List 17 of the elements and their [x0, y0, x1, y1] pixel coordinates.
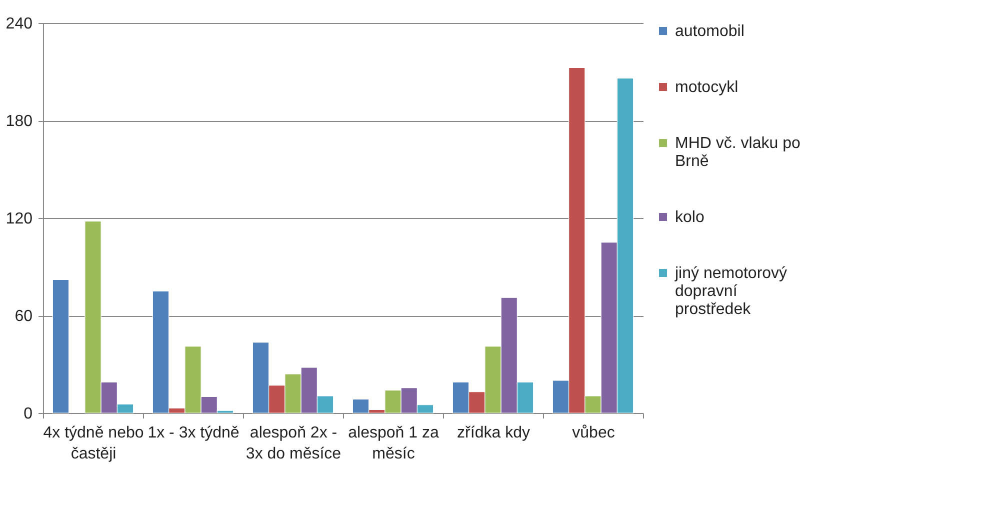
- legend-label: automobil: [675, 23, 744, 40]
- y-tick-label: 0: [24, 406, 33, 422]
- y-tick-label: 180: [6, 113, 33, 130]
- x-tick-label: zřídka kdy: [457, 424, 530, 442]
- bar: [52, 279, 70, 414]
- y-tick-label: 60: [14, 308, 33, 325]
- legend-label: jiný nemotorový dopravní prostředek: [674, 265, 788, 318]
- y-tick-label: 120: [6, 210, 33, 228]
- legend-label: kolo: [675, 209, 704, 226]
- x-tick-label: alespoň 1 za měsíc: [348, 424, 439, 462]
- legend-label: motocykl: [675, 79, 738, 96]
- legend-label: MHD vč. vlaku po Brně: [675, 135, 800, 170]
- x-tick-label: 4x týdně nebo častěji: [43, 424, 144, 462]
- x-tick-label: 1x - 3x týdně: [148, 424, 240, 442]
- x-tick-label: vůbec: [572, 424, 615, 442]
- y-tick-label: 240: [6, 16, 33, 32]
- x-tick-label: alespoň 2x - 3x do měsíce: [246, 424, 342, 462]
